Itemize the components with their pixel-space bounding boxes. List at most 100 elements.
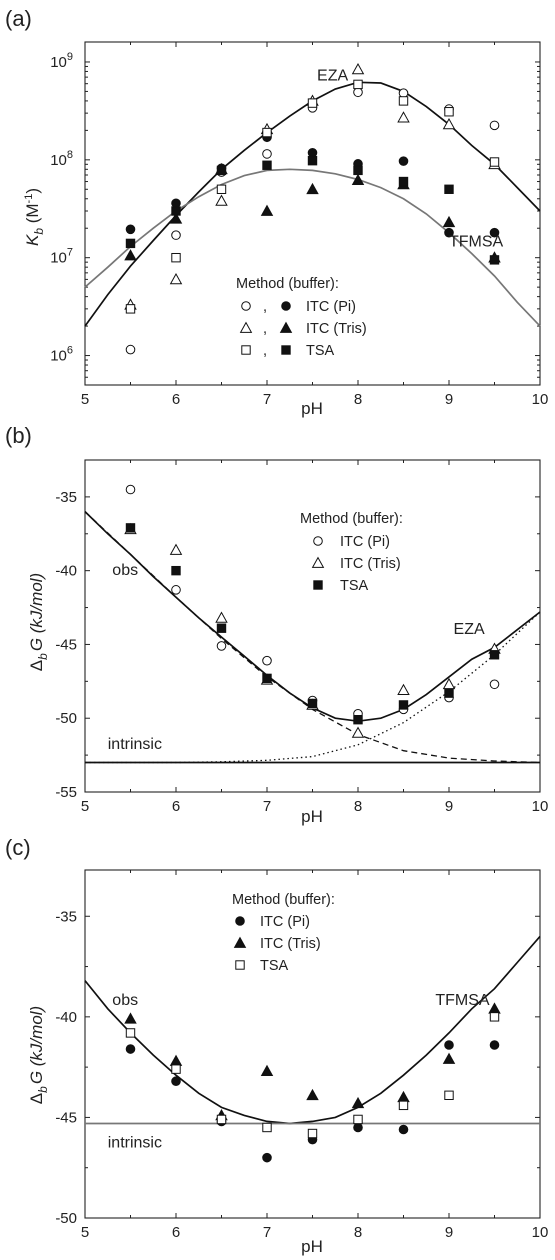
panel-a-legend-label-1: ITC (Tris) bbox=[306, 321, 367, 337]
panel-c-xtick-label: 7 bbox=[263, 1224, 271, 1241]
panel-c-xtick-label: 10 bbox=[532, 1224, 549, 1241]
panel-b-legend-marker bbox=[313, 580, 323, 590]
panel-a-point bbox=[124, 249, 137, 261]
panel-b-ylabel: Δb G (kJ/mol) bbox=[27, 573, 50, 671]
panel-a-point bbox=[489, 255, 500, 265]
panel-a-point bbox=[169, 212, 183, 224]
panel-a-point bbox=[171, 198, 181, 209]
panel-c-ytick-label: -35 bbox=[55, 908, 77, 925]
panel-a-point bbox=[353, 87, 363, 98]
panel-c-point bbox=[125, 1044, 136, 1054]
panel-c: (c) Δb G (kJ/mol) pH Method (buffer): ITC… bbox=[5, 835, 548, 1256]
panel-a-point bbox=[397, 111, 410, 123]
panel-b-ytick-label: -45 bbox=[55, 636, 77, 653]
panel-c-ylabel-sub: b bbox=[36, 1086, 50, 1093]
panel-b-annotation-2: intrinsic bbox=[108, 736, 162, 753]
panel-c-xtick-label: 8 bbox=[354, 1224, 362, 1241]
panel-a-point bbox=[442, 118, 456, 130]
panel-a-point bbox=[215, 194, 228, 206]
panel-c-annotation-0: obs bbox=[112, 992, 138, 1009]
panel-b-point bbox=[125, 523, 136, 533]
panel-c-point bbox=[262, 1152, 272, 1163]
panel-a-point bbox=[262, 160, 272, 170]
panel-b-point bbox=[169, 543, 183, 555]
panel-b-point bbox=[171, 585, 181, 595]
panel-b-point bbox=[171, 565, 181, 576]
panel-c-point bbox=[398, 1124, 409, 1135]
panel-c-point bbox=[351, 1096, 365, 1109]
panel-c-xtick-label: 6 bbox=[172, 1224, 180, 1241]
panel-a-ylabel-close: ) bbox=[23, 188, 42, 194]
panel-c-ylabel-rest: G (kJ/mol) bbox=[27, 1006, 46, 1084]
panel-c-legend-label-2: TSA bbox=[260, 958, 289, 974]
panel-b-point bbox=[351, 726, 365, 738]
panel-b-xlabel: pH bbox=[301, 807, 323, 826]
panel-b-point bbox=[262, 673, 272, 684]
panel-a-legend-label-0: ITC (Pi) bbox=[306, 299, 356, 315]
panel-b-point bbox=[215, 611, 228, 623]
panel-c-point bbox=[260, 1064, 274, 1076]
panel-a-ytick-label: 108 bbox=[50, 149, 73, 169]
panel-a-point bbox=[307, 98, 318, 108]
panel-b-legend-marker bbox=[313, 536, 323, 546]
panel-a-point bbox=[307, 147, 318, 158]
panel-a-legend-marker-filled bbox=[281, 301, 291, 311]
panel-a-point bbox=[171, 252, 181, 263]
panel-b-point bbox=[397, 683, 410, 696]
panel-c-xtick-label: 5 bbox=[81, 1224, 89, 1241]
panel-a-xtick-label: 8 bbox=[354, 391, 362, 408]
panel-a-xtick-label: 9 bbox=[445, 391, 453, 408]
panel-b-ytick-label: -40 bbox=[55, 563, 77, 580]
panel-b-point bbox=[444, 688, 454, 698]
panel-c-annotation-2: intrinsic bbox=[108, 1135, 162, 1152]
panel-b-annotation-0: obs bbox=[112, 562, 138, 579]
panel-b-ytick-label: -50 bbox=[55, 710, 77, 727]
panel-c-point bbox=[489, 1012, 500, 1022]
panel-c-point bbox=[353, 1114, 363, 1125]
panel-a-point bbox=[306, 182, 319, 195]
panel-b-letter: (b) bbox=[5, 423, 32, 448]
panel-c-ylabel-main: Δ bbox=[27, 1093, 46, 1104]
panel-a-legend-title: Method (buffer): bbox=[236, 276, 339, 292]
panel-a-point bbox=[169, 272, 183, 285]
panel-c-point bbox=[171, 1064, 181, 1074]
panel-a-legend-marker-open bbox=[241, 301, 251, 311]
panel-b-ylabel-rest: G (kJ/mol) bbox=[27, 573, 46, 651]
panel-a-point bbox=[444, 184, 454, 194]
panel-a-legend-sep-1: , bbox=[263, 321, 267, 337]
panel-c-legend-label-0: ITC (Pi) bbox=[260, 914, 310, 930]
panel-b-point bbox=[489, 679, 500, 690]
panel-a-point bbox=[351, 173, 365, 185]
panel-c-point bbox=[444, 1040, 454, 1050]
panel-b-point bbox=[216, 623, 227, 633]
panel-c-point bbox=[489, 1040, 500, 1050]
panel-b-xtick-label: 10 bbox=[532, 798, 549, 815]
panel-c-point bbox=[171, 1076, 181, 1087]
panel-b-point bbox=[262, 655, 272, 666]
panel-c-ylabel: Δb G (kJ/mol) bbox=[27, 1006, 50, 1104]
panel-b-legend-label-1: ITC (Tris) bbox=[340, 556, 401, 572]
panel-a-legend-marker-open bbox=[241, 345, 251, 355]
panel-a: (a) Kb (M-1) pH Method (buffer): , ITC (… bbox=[5, 6, 548, 418]
panel-a-point bbox=[125, 238, 136, 249]
panel-a-point bbox=[398, 176, 409, 187]
panel-c-axes-box bbox=[84, 869, 541, 1219]
panel-a-point bbox=[216, 184, 227, 194]
panel-a-point bbox=[489, 120, 500, 131]
panel-a-legend-sep-0: , bbox=[263, 299, 267, 315]
panel-c-legend-marker bbox=[235, 960, 245, 970]
panel-c-point bbox=[169, 1054, 183, 1066]
panel-b-annotation-1: EZA bbox=[454, 621, 485, 638]
panel-c-legend-title: Method (buffer): bbox=[232, 892, 335, 908]
panel-c-point bbox=[307, 1128, 318, 1139]
panel-a-point bbox=[353, 79, 363, 90]
panel-b-legend-label-2: TSA bbox=[340, 578, 369, 594]
panel-b-ytick-label: -55 bbox=[55, 784, 77, 801]
panel-a-point bbox=[489, 227, 500, 238]
panel-c-legend-label-1: ITC (Tris) bbox=[260, 936, 321, 952]
panel-a-ylabel-sup: -1 bbox=[23, 194, 35, 204]
panel-a-point bbox=[125, 224, 136, 235]
panel-c-point bbox=[262, 1122, 272, 1133]
panel-a-point bbox=[260, 204, 274, 216]
